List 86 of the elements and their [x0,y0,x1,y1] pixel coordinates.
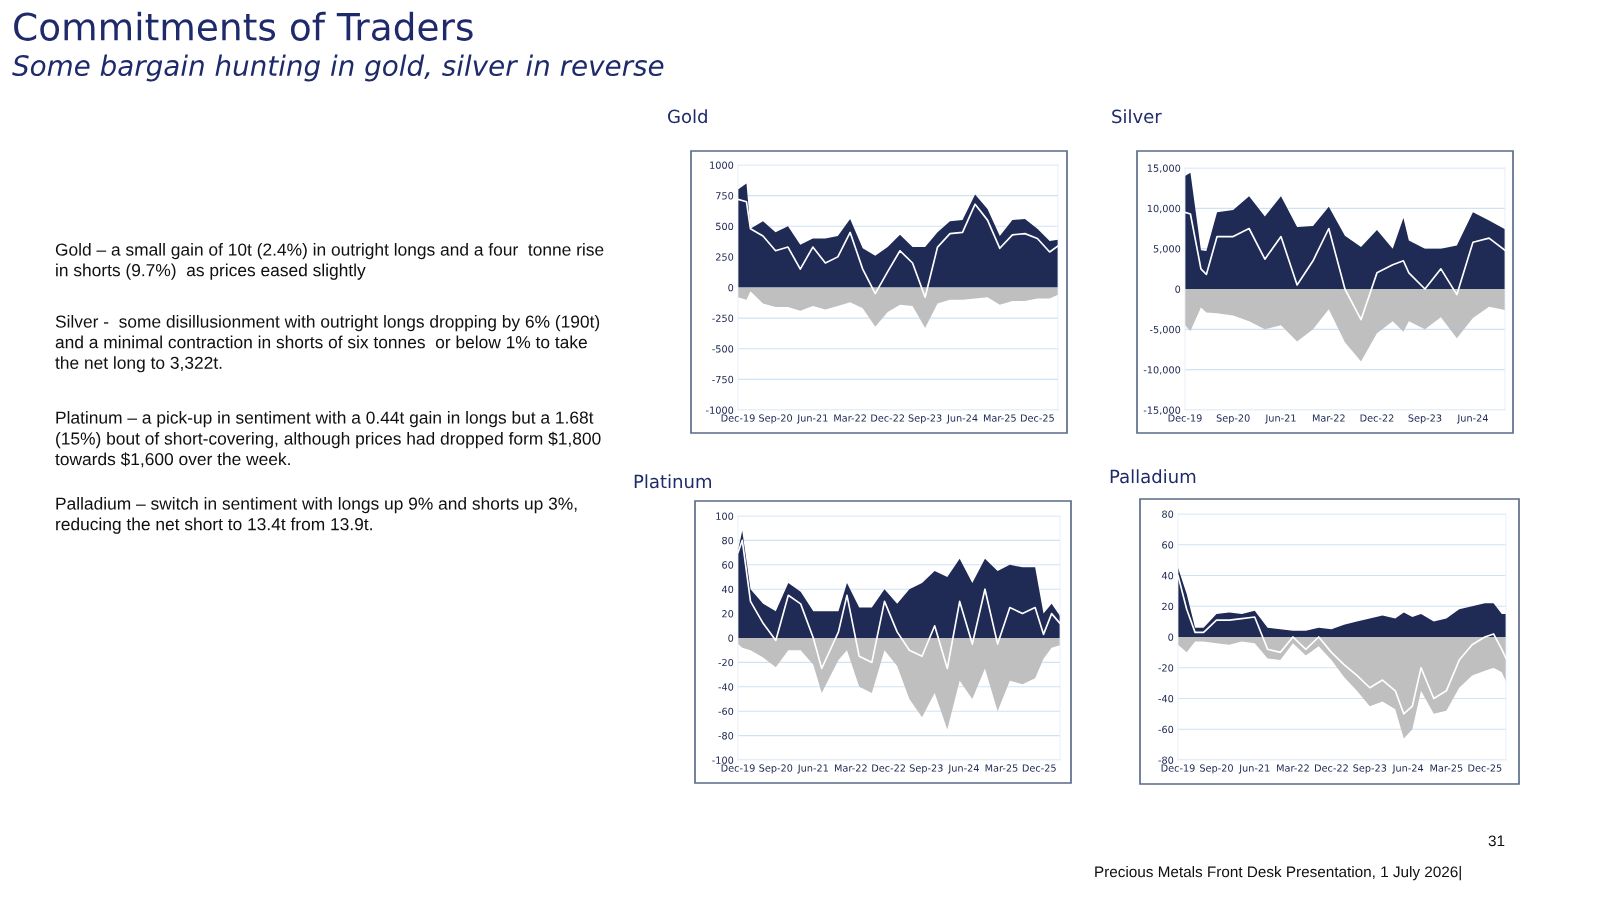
text: Silver - some disillusionment with outright longs dropping by 6% (190t) and a minimal contraction in shorts of six tonnes or below 1% to take the net long to 3,322t. [55,315,600,373]
x-tick-label: Dec-19 [1168,414,1202,422]
x-tick-label: Dec-19 [721,764,755,772]
y-tick-label: -80 [1158,756,1174,764]
chart-title: Gold [668,109,707,124]
text: Precious Metals Front Desk Presentation, 1 July 2026| [1095,866,1461,881]
x-tick-label: Sep-20 [1200,764,1233,774]
text: Platinum – a pick-up in sentiment with a 0.44t gain in longs but a 1.68t (15%) bout of short-covering, although prices had dropped form $1,800 towards $1,600 over the week. [55,411,601,468]
x-tick-label: Jun-24 [1456,414,1488,424]
x-tick-label: Jun-24 [946,414,978,424]
y-tick-label: 750 [716,192,734,200]
text: Commitments of Traders [14,11,473,41]
x-tick-label: Sep-20 [759,414,793,424]
x-tick-label: Mar-22 [834,414,866,422]
y-tick-label: 250 [715,253,734,261]
y-tick-label: 20 [1162,602,1174,611]
line-series [1178,574,1506,715]
y-tick-label: 0 [728,283,734,292]
y-tick-label: -20 [1158,664,1174,672]
y-tick-label: -15,000 [1143,406,1181,415]
y-tick-label: 60 [1162,541,1174,549]
text: Some bargain hunting in gold, silver in reverse [12,54,664,82]
chart-title: Palladium [1110,469,1196,484]
x-tick-label: Jun-24 [1392,764,1424,774]
x-tick-label: Jun-21 [797,764,828,774]
x-tick-label: Mar-25 [985,764,1018,772]
x-tick-label: Dec-22 [871,414,905,422]
line-series [738,198,1058,299]
y-tick-label: 60 [722,561,734,569]
chart-title: Platinum [634,474,712,489]
y-tick-label: -60 [1158,725,1174,734]
y-tick-label: 40 [721,585,734,594]
y-tick-label: -100 [712,756,734,764]
y-tick-label: 0 [728,634,734,642]
x-tick-label: Sep-20 [759,764,793,774]
x-tick-label: Mar-25 [983,414,1016,422]
x-tick-label: Dec-22 [872,764,905,772]
y-tick-label: -500 [712,345,734,353]
text: Palladium – switch in sentiment with longs up 9% and shorts up 3%, reducing the net short to 13.4t from 13.9t. [56,497,577,534]
y-tick-label: -80 [718,732,734,740]
y-tick-label: 5,000 [1153,245,1181,254]
text: Gold – a small gain of 10t (2.4%) in outright longs and a four tonne rise in shorts (9.7%) as prices eased slightly [55,243,604,280]
x-tick-label: Sep-23 [1408,414,1442,424]
x-tick-label: Dec-25 [1020,414,1054,422]
y-tick-label: 500 [716,222,734,231]
x-tick-label: Dec-22 [1360,414,1394,422]
x-tick-label: Mar-22 [1277,764,1309,772]
y-tick-label: 40 [1161,571,1174,580]
x-tick-label: Mar-22 [1312,414,1345,422]
y-tick-label: 0 [1175,285,1181,293]
y-tick-label: -20 [718,658,734,667]
x-tick-label: Dec-25 [1468,764,1502,772]
y-tick-label: 20 [722,610,734,618]
chart-title: Silver [1112,109,1162,124]
y-tick-label: -250 [712,314,734,322]
x-tick-label: Dec-19 [721,414,755,422]
y-tick-label: -5,000 [1149,325,1181,335]
y-tick-label: 15,000 [1147,164,1181,173]
x-tick-label: Jun-21 [796,414,828,424]
x-tick-label: Dec-22 [1315,764,1348,772]
x-tick-label: Jun-21 [1238,764,1270,774]
y-tick-label: -1000 [706,406,734,414]
y-tick-label: 10,000 [1147,204,1181,214]
x-tick-label: Mar-22 [834,764,867,772]
x-tick-label: Sep-23 [908,414,942,424]
y-tick-label: -10,000 [1143,366,1181,375]
x-tick-label: Sep-23 [909,764,943,774]
line-series [738,539,1060,670]
x-tick-label: Mar-25 [1430,764,1463,772]
y-tick-label: 100 [716,512,734,520]
x-tick-label: Sep-23 [1353,764,1387,774]
y-tick-label: 80 [722,536,734,545]
y-tick-label: 1000 [710,161,734,169]
y-tick-label: -60 [718,707,734,716]
y-tick-label: -40 [718,683,734,691]
x-tick-label: Sep-20 [1216,414,1250,424]
text: 31 [1488,835,1505,847]
y-tick-label: 0 [1168,633,1174,641]
y-tick-label: -750 [712,375,734,384]
y-tick-label: 80 [1162,510,1174,518]
line-series [1185,211,1505,321]
x-tick-label: Dec-19 [1161,764,1195,772]
x-tick-label: Jun-21 [1264,414,1296,424]
x-tick-label: Jun-24 [947,764,979,774]
x-tick-label: Dec-25 [1022,764,1056,772]
y-tick-label: -40 [1158,694,1174,703]
